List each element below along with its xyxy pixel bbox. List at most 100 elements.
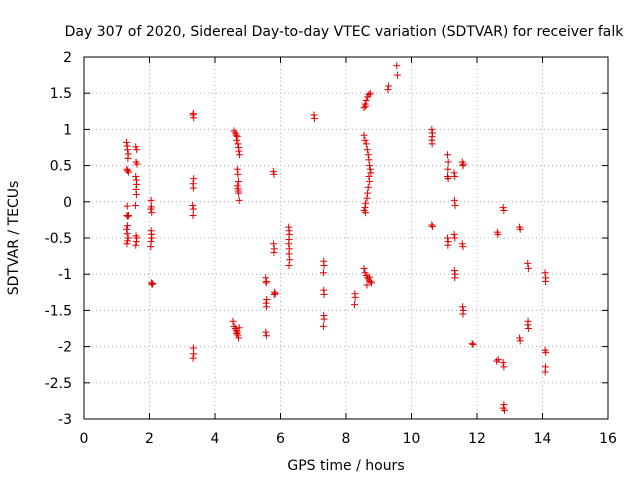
data-point: [468, 340, 476, 348]
x-tick-label: 4: [211, 431, 220, 447]
data-point: [123, 240, 131, 248]
data-point: [450, 267, 458, 275]
data-point: [310, 111, 318, 119]
y-tick-label: 1: [63, 122, 72, 138]
data-point: [360, 131, 368, 139]
data-point: [285, 240, 293, 248]
data-point: [501, 406, 509, 414]
data-point: [233, 328, 241, 336]
data-point: [233, 182, 241, 190]
data-point: [368, 279, 376, 287]
data-point: [234, 170, 242, 178]
data-point: [236, 151, 244, 159]
data-point: [148, 280, 156, 288]
axis-ticks: [83, 56, 609, 420]
data-point: [444, 234, 452, 242]
data-point: [262, 279, 270, 287]
chart-title: Day 307 of 2020, Sidereal Day-to-day VTE…: [65, 24, 625, 40]
data-point: [132, 238, 140, 246]
data-point: [361, 269, 369, 277]
data-point: [234, 140, 242, 148]
data-point: [393, 62, 401, 70]
data-point: [451, 234, 459, 242]
y-tick-label: -3: [58, 412, 72, 428]
data-point: [147, 243, 155, 251]
data-point: [364, 189, 372, 197]
data-point: [364, 183, 372, 191]
data-point: [494, 356, 502, 364]
y-tick-label: 2: [63, 50, 72, 66]
data-point: [190, 350, 198, 358]
data-point: [123, 165, 131, 173]
data-point: [524, 264, 532, 272]
data-point: [384, 86, 392, 94]
data-point: [366, 178, 374, 186]
data-point: [362, 102, 370, 110]
y-tick-label: 0.5: [50, 159, 72, 175]
y-tick-label: 1.5: [50, 86, 72, 102]
data-point: [524, 321, 532, 329]
data-point: [469, 340, 477, 348]
data-point: [450, 196, 458, 204]
data-point: [499, 204, 507, 212]
data-point: [234, 187, 242, 195]
data-point: [269, 167, 277, 175]
data-point: [362, 140, 370, 148]
data-point: [319, 322, 327, 330]
data-point: [541, 368, 549, 376]
data-point: [524, 325, 532, 332]
data-point: [234, 331, 242, 339]
data-point: [133, 160, 141, 168]
data-point: [393, 71, 401, 79]
y-tick-label: -2.5: [45, 376, 72, 392]
x-tick-label: 10: [403, 431, 421, 447]
data-point: [132, 172, 140, 180]
data-point: [444, 165, 452, 173]
y-tick-label: -1: [58, 267, 72, 283]
data-point: [351, 301, 359, 309]
data-point: [190, 175, 198, 183]
data-point: [459, 303, 467, 311]
data-point: [365, 172, 373, 180]
x-tick-label: 8: [342, 431, 351, 447]
data-point: [262, 328, 270, 336]
x-tick-label: 14: [534, 431, 552, 447]
data-point: [235, 147, 243, 155]
data-point: [363, 281, 371, 289]
data-point: [124, 234, 132, 242]
data-point: [286, 256, 294, 264]
data-point: [235, 334, 243, 342]
data-points: [123, 62, 550, 414]
data-point: [385, 82, 393, 90]
x-tick-label: 16: [599, 431, 617, 447]
data-point: [123, 138, 131, 146]
data-point: [361, 204, 369, 212]
data-point: [516, 334, 524, 342]
data-point: [285, 250, 293, 258]
data-point: [123, 202, 131, 210]
data-point: [500, 206, 508, 214]
data-point: [233, 136, 241, 144]
data-point: [362, 209, 370, 217]
data-point: [124, 146, 132, 154]
data-point: [189, 109, 197, 117]
data-point: [366, 165, 374, 173]
data-point: [428, 222, 436, 230]
data-point: [458, 240, 466, 248]
data-point: [319, 269, 327, 277]
data-point: [132, 191, 140, 199]
data-point: [541, 269, 549, 277]
data-point: [361, 136, 369, 144]
data-point: [233, 165, 241, 173]
data-point: [233, 330, 241, 338]
data-point: [366, 273, 374, 281]
y-tick-label: 0: [63, 195, 72, 211]
data-point: [362, 199, 370, 207]
data-point: [124, 212, 132, 220]
data-point: [450, 230, 458, 238]
data-point: [450, 169, 458, 177]
data-point: [125, 212, 133, 220]
data-point: [365, 156, 373, 164]
data-point: [125, 168, 133, 176]
